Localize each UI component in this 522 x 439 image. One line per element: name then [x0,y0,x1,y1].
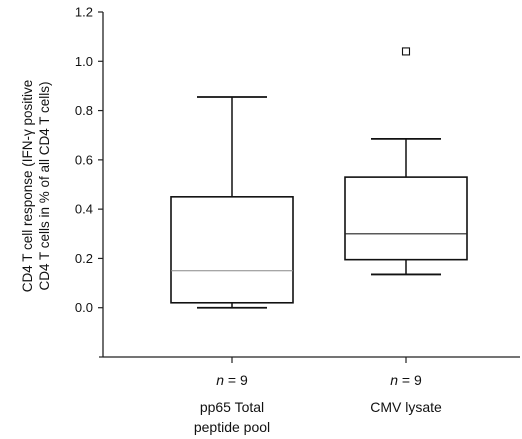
y-axis-ticks: 0.0 0.2 0.4 0.6 0.8 1.0 1.2 [75,5,104,358]
y-tick-label-4: 0.8 [75,103,93,118]
box-1 [170,96,294,309]
y-axis-title-line1: CD4 T cell response (IFN-γ positive [20,80,35,293]
n-label-1: n = 9 [216,372,248,388]
y-axis-title: CD4 T cell response (IFN-γ positive CD4 … [20,80,52,293]
boxes [170,47,468,309]
y-tick-label-6: 1.2 [75,5,93,20]
y-tick-label-0: 0.0 [75,300,93,315]
y-axis-title-line2: CD4 T cells in % of all CD4 T cells) [37,81,52,290]
iqr-box [170,196,294,304]
category-label-1-line-1: pp65 Total [200,399,264,415]
outlier-1 [401,47,411,56]
y-tick-label-5: 1.0 [75,54,93,69]
category-labels: n = 9 pp65 Total peptide pool n = 9 CMV lysa… [194,372,442,435]
iqr-box [344,176,468,261]
n-label-2: n = 9 [390,372,422,388]
y-tick-label-1: 0.2 [75,251,93,266]
category-label-2-line-1: CMV lysate [370,399,442,415]
category-label-1-line-2: peptide pool [194,419,270,435]
y-tick-label-3: 0.6 [75,152,93,167]
box-2 [344,47,468,276]
x-axis [103,356,520,363]
y-tick-label-2: 0.4 [75,202,93,217]
